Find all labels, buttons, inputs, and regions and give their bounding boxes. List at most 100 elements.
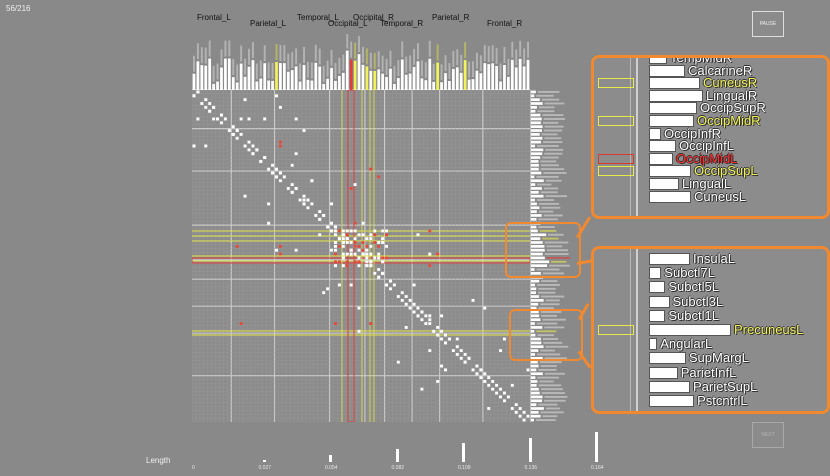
matrix-cell [243,144,247,148]
matrix-cell [267,202,271,206]
matrix-cell [385,229,389,233]
zoom-row[interactable]: OccipMidR [594,113,827,131]
matrix-cell [377,256,381,260]
column-label-mark [279,44,282,61]
zoom-row[interactable]: CuneusR [594,75,827,93]
column-bar [526,59,530,90]
column-label-mark [310,62,313,79]
matrix-cell-highlight [278,144,282,148]
row-bar [531,279,540,283]
matrix-cell [373,256,377,260]
column-label-mark [479,55,482,72]
matrix-cell [357,329,361,333]
row-label-mark [539,229,557,232]
zoom-row[interactable]: OccipSupL [594,163,827,181]
column-bar [290,70,294,90]
column-label-mark [224,40,227,57]
zoom-row-label: SupMargL [688,350,749,366]
zoom-row[interactable]: OccipInfR [594,126,827,144]
zoom-row[interactable]: Subctl1L [594,308,827,326]
zoom-row[interactable]: Subctl3L [594,294,827,312]
row-label-mark [537,353,561,356]
zoom-row[interactable]: OccipInfL [594,138,827,156]
zoom-row-bar [649,127,661,140]
row-label-mark [542,415,558,418]
region-label-temporal-l: Temporal_L [297,13,339,22]
column-label-mark [212,65,215,82]
row-label-mark [543,129,563,132]
selection-box-occipital[interactable] [505,222,581,278]
row-label-mark [546,249,569,252]
zoom-row-label: InsulaL [693,251,735,266]
matrix-cell [263,156,267,159]
zoom-row[interactable]: InsulaL [594,251,827,269]
column-label-mark [401,41,404,58]
row-bar [531,291,536,295]
matrix-cell [231,125,235,129]
column-label-mark [503,46,506,63]
row-bar [531,356,543,360]
zoom-row[interactable]: CalcarineR [594,63,827,81]
matrix-cell [353,183,357,187]
zoom-row[interactable]: SupMargL [594,350,827,368]
row-bar [531,148,544,152]
zoom-row[interactable]: Subctl7L [594,265,827,283]
matrix-cell [412,310,416,314]
zoom-row[interactable]: LingualL [594,176,827,194]
column-bar [341,72,345,90]
pause-button[interactable]: PAUSE [752,11,784,37]
row-label-mark [537,284,560,286]
matrix-cell [333,260,337,264]
matrix-cell [475,372,479,376]
length-bar [395,448,399,462]
zoom-row[interactable]: Subctl5L [594,279,827,297]
matrix-cell [377,241,381,244]
zoom-row[interactable]: OccipMidL [594,151,827,169]
row-label-mark [538,202,560,205]
matrix-cell [400,298,404,302]
row-label-mark [544,372,565,375]
matrix-cell [436,380,440,383]
matrix-cell [526,414,530,418]
row-bar [531,245,545,248]
next-button[interactable]: NEXT [752,422,784,448]
column-label-mark [196,43,199,60]
column-label-mark [475,52,478,69]
column-label-mark [216,63,219,80]
zoom-row[interactable]: OccipSupR [594,100,827,118]
column-bar [263,63,267,90]
column-bar [467,79,471,90]
zoom-row-label: CuneusR [703,75,758,91]
row-label-mark [538,287,556,290]
zoom-row[interactable]: LingualR [594,88,827,106]
column-label-mark [464,42,467,59]
matrix-cell-highlight [333,322,337,325]
zoom-row[interactable]: CuneusL [594,189,827,207]
matrix-cell [357,244,361,248]
zoom-row[interactable]: TempMidR [594,58,827,68]
zoom-row-label: PrecuneusL [734,322,804,337]
length-tick-label: 0.109 [458,465,471,471]
column-label-mark [338,57,341,74]
zoom-row-label: ParietSupL [693,378,758,394]
column-bar [455,67,459,90]
matrix-cell [428,322,432,325]
column-label-mark [255,63,258,80]
zoom-row[interactable]: ParietInfL [594,365,827,383]
row-label-mark [536,419,556,421]
zoom-row[interactable]: ParietSupL [594,379,827,397]
zoom-row[interactable]: PstcntrlL [594,393,827,411]
zoom-row-highlight [598,153,634,164]
matrix-cell [345,241,349,244]
zoom-row[interactable]: PrecuneusL [594,322,827,340]
matrix-cell-highlight [428,264,432,268]
column-bar [400,59,404,90]
selection-box-parietal[interactable] [509,309,583,361]
row-bar [531,202,537,206]
matrix-cell [223,117,227,121]
zoom-row[interactable]: AngularL [594,336,827,354]
column-bar [275,62,278,90]
row-label-mark [537,376,559,379]
row-label-mark [545,407,561,410]
connectivity-matrix[interactable] [192,90,530,422]
